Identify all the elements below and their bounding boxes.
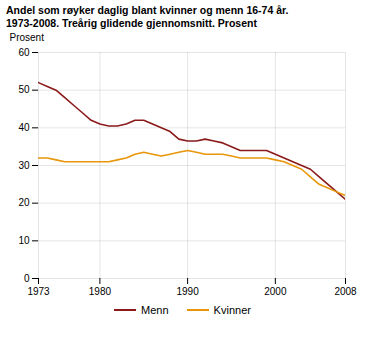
svg-text:20: 20 xyxy=(18,198,30,209)
html-text:1973-2008. Treårig glidende gj: 1973-2008. Treårig glidende gjennomsnitt… xyxy=(6,17,257,30)
svg-text:50: 50 xyxy=(18,85,30,96)
svg-text:40: 40 xyxy=(18,122,30,133)
svg-text:2000: 2000 xyxy=(264,286,287,297)
svg-text:1980: 1980 xyxy=(89,286,112,297)
html-text:Kvinner: Kvinner xyxy=(213,304,251,317)
svg-text:1990: 1990 xyxy=(176,286,199,297)
svg-text:0: 0 xyxy=(24,273,30,284)
svg-text:60: 60 xyxy=(18,47,30,58)
svg-text:30: 30 xyxy=(18,160,30,171)
svg-text:Prosent: Prosent xyxy=(10,32,45,43)
html-text:Menn: Menn xyxy=(141,304,169,317)
svg-text:10: 10 xyxy=(18,235,30,246)
html-text:Andel som røyker daglig blant: Andel som røyker daglig blant kvinner og… xyxy=(6,4,289,16)
svg-text:2008: 2008 xyxy=(334,286,357,297)
svg-text:1973: 1973 xyxy=(27,286,50,297)
